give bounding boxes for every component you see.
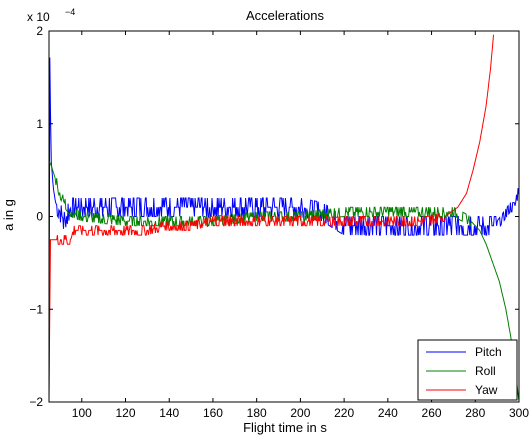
x-tick-label: 100	[72, 406, 92, 420]
y-tick-label: 2	[36, 24, 43, 38]
x-tick-label: 220	[334, 406, 354, 420]
y-tick-label: −1	[29, 302, 43, 316]
y-tick-label: 1	[36, 117, 43, 131]
x-tick-label: 160	[203, 406, 223, 420]
chart-title: Accelerations	[246, 8, 325, 23]
x-tick-label: 300	[509, 406, 529, 420]
x-tick-label: 180	[247, 406, 267, 420]
x-tick-label: 280	[465, 406, 485, 420]
x-tick-label: 140	[159, 406, 179, 420]
x-axis-label: Flight time in s	[243, 420, 327, 435]
legend-label-yaw: Yaw	[475, 383, 498, 397]
legend: Pitch Roll Yaw	[418, 340, 517, 400]
legend-label-roll: Roll	[475, 364, 496, 378]
x-tick-label: 240	[378, 406, 398, 420]
y-tick-label: 0	[36, 210, 43, 224]
y-scale-exponent-power: −4	[65, 7, 75, 17]
legend-box	[418, 340, 517, 400]
x-tick-label: 120	[115, 406, 135, 420]
y-tick-label: −2	[29, 395, 43, 409]
legend-label-pitch: Pitch	[475, 345, 502, 359]
y-scale-exponent: x 10 −4	[27, 7, 75, 24]
x-tick-label: 260	[422, 406, 442, 420]
y-axis-label: a in g	[1, 199, 16, 231]
y-scale-exponent-base: x 10	[27, 10, 50, 24]
x-tick-label: 200	[290, 406, 310, 420]
